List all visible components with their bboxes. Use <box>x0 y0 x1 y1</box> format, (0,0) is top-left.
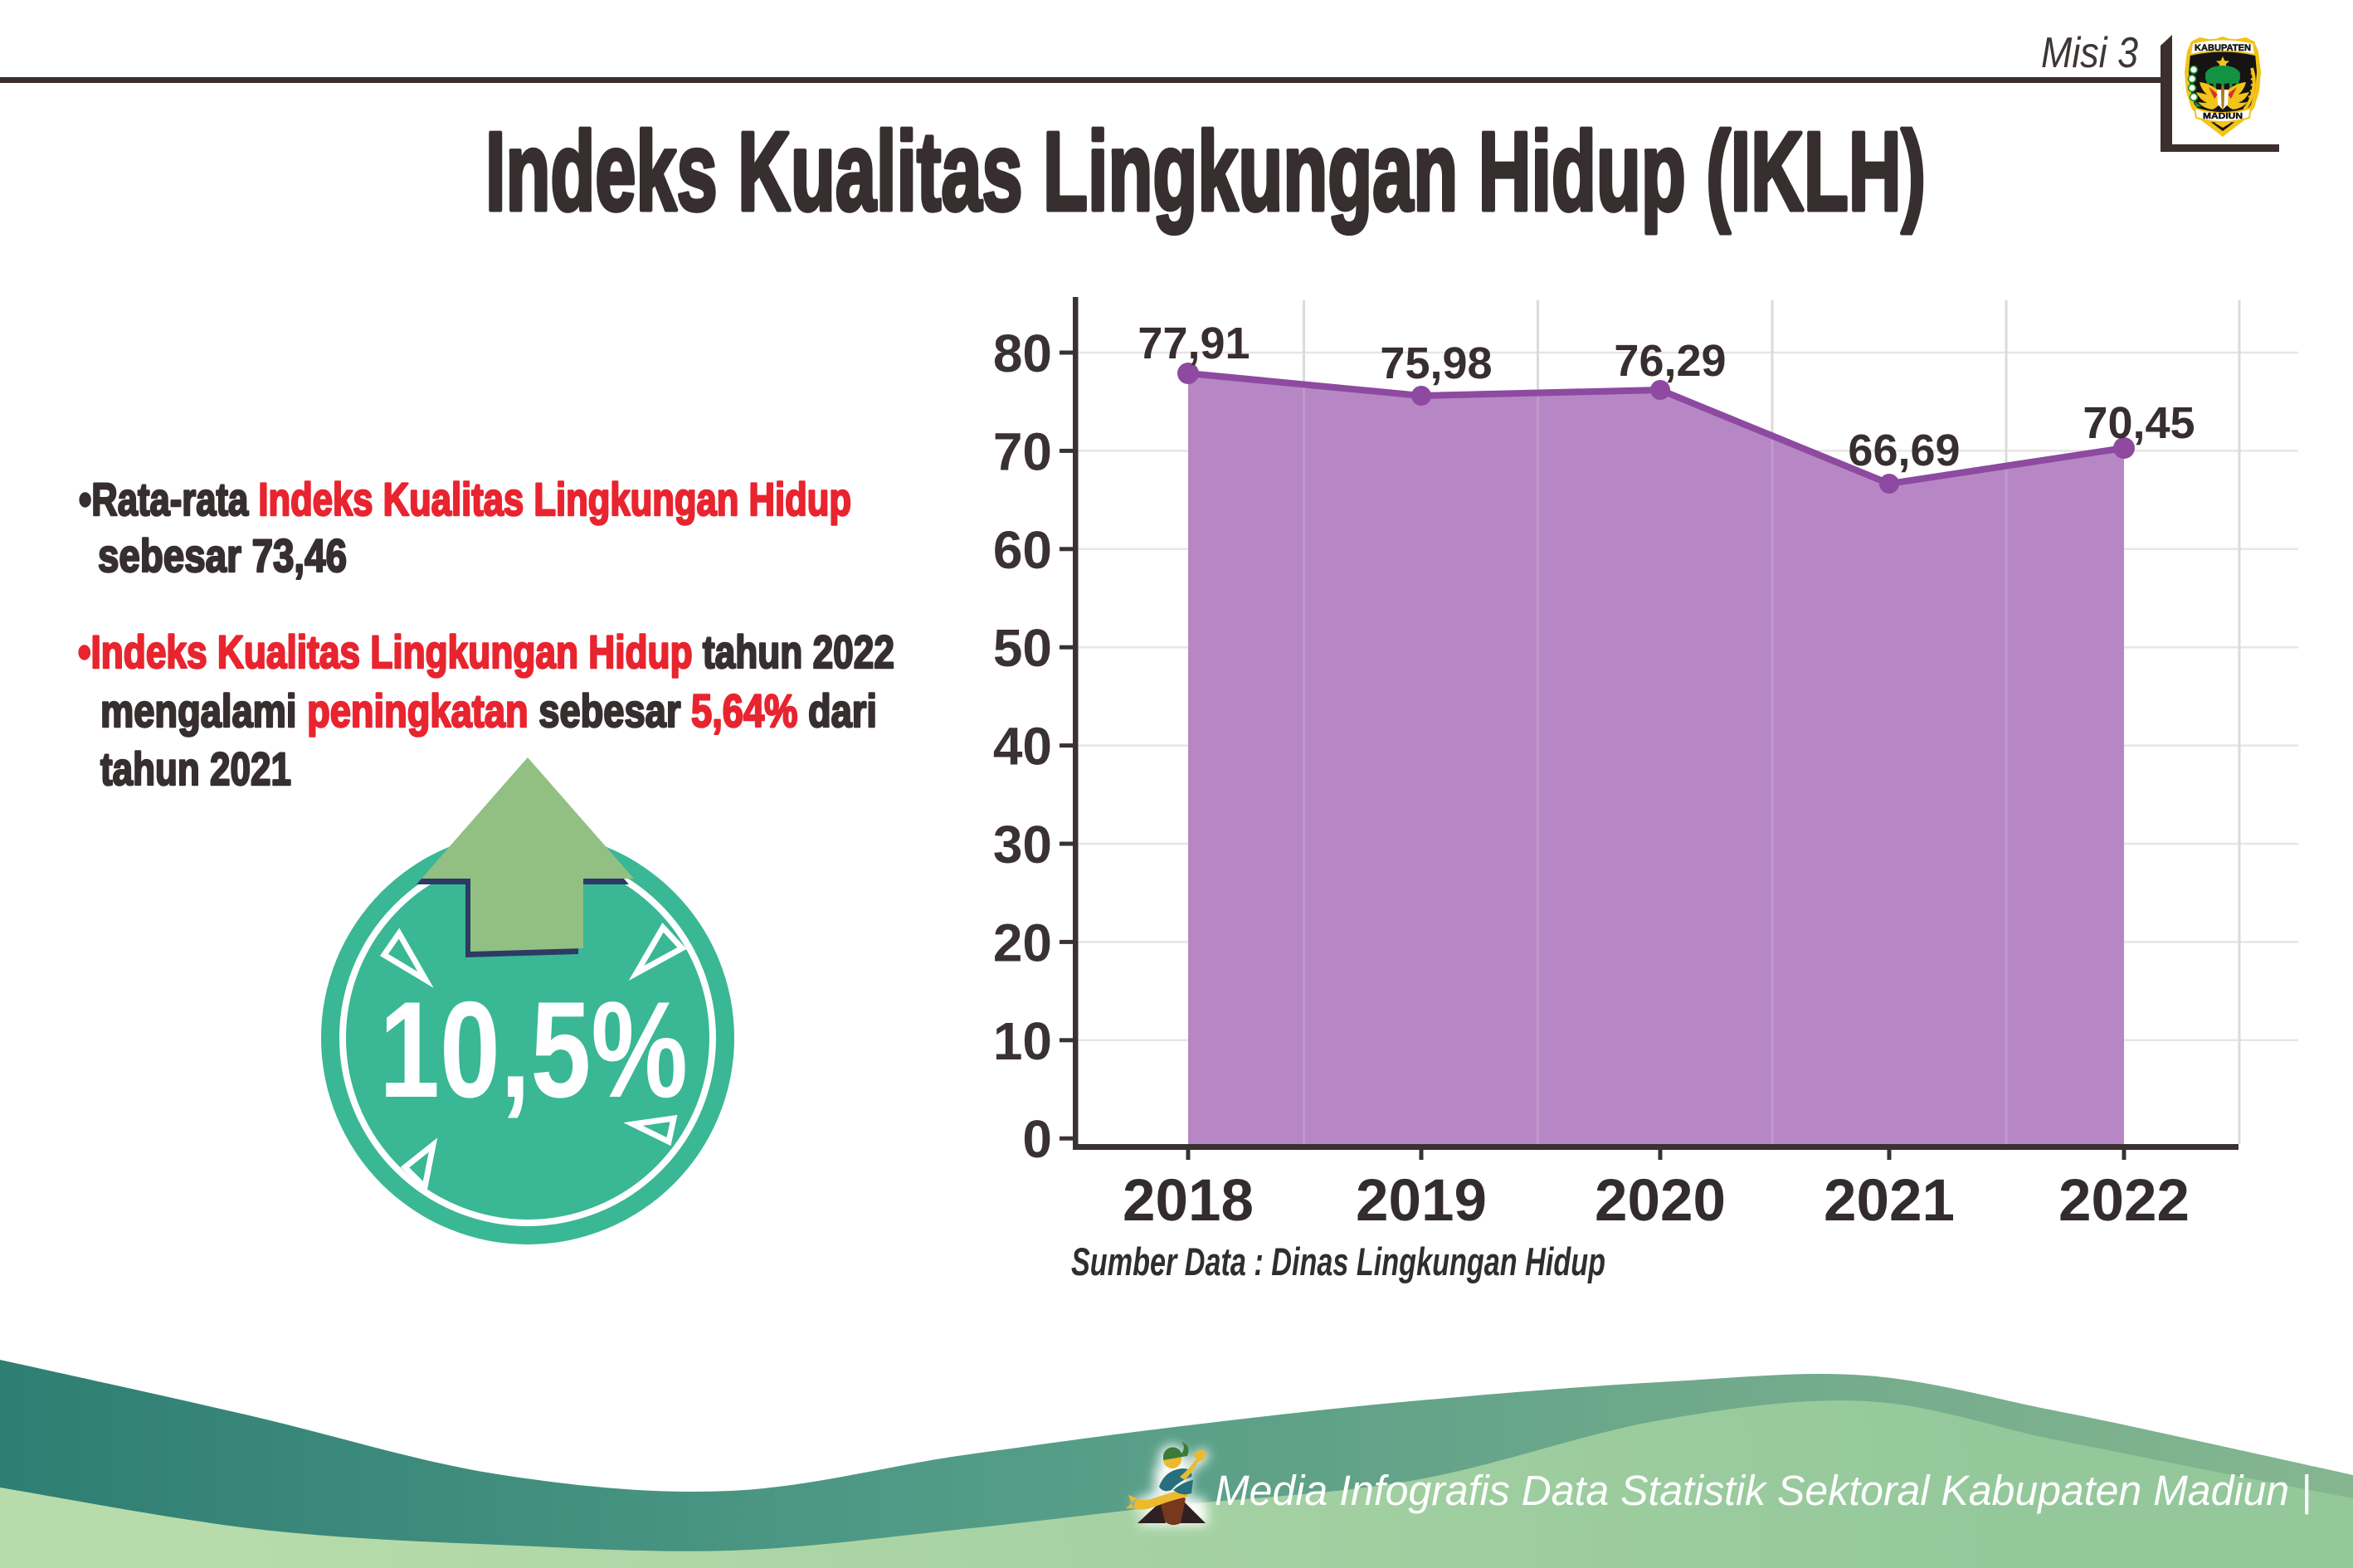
svg-text:75,98: 75,98 <box>1380 338 1492 388</box>
svg-text:70,45: 70,45 <box>2083 398 2195 448</box>
svg-text:80: 80 <box>993 324 1052 383</box>
svg-text:MADIUN: MADIUN <box>2203 112 2243 121</box>
svg-text:2020: 2020 <box>1595 1168 1726 1234</box>
svg-text:Indeks Kualitas Lingkungan Hid: Indeks Kualitas Lingkungan Hidup (IKLH) <box>485 109 1926 234</box>
svg-text:0: 0 <box>1022 1109 1052 1169</box>
svg-text:20: 20 <box>993 913 1052 972</box>
svg-text:30: 30 <box>993 815 1052 874</box>
svg-text:KABUPATEN: KABUPATEN <box>2195 43 2251 53</box>
svg-text:sebesar 73,46: sebesar 73,46 <box>98 529 347 582</box>
svg-text:•Indeks Kualitas Lingkungan Hi: •Indeks Kualitas Lingkungan Hidup tahun … <box>78 626 894 678</box>
svg-text:76,29: 76,29 <box>1614 336 1726 386</box>
svg-text:•Rata-rata Indeks Kualitas Lin: •Rata-rata Indeks Kualitas Lingkungan Hi… <box>79 473 851 525</box>
svg-text:tahun 2021: tahun 2021 <box>100 743 291 795</box>
svg-text:77,91: 77,91 <box>1138 319 1250 368</box>
svg-text:40: 40 <box>993 717 1052 777</box>
svg-text:66,69: 66,69 <box>1848 426 1960 475</box>
svg-text:70: 70 <box>993 421 1052 481</box>
svg-text:10: 10 <box>993 1011 1052 1071</box>
svg-text:2021: 2021 <box>1824 1168 1955 1234</box>
svg-text:mengalami peningkatan sebesar: mengalami peningkatan sebesar 5,64% dari <box>100 684 877 737</box>
svg-text:2018: 2018 <box>1123 1168 1254 1234</box>
svg-text:2019: 2019 <box>1356 1168 1487 1234</box>
svg-text:60: 60 <box>993 520 1052 580</box>
svg-text:Sumber Data : Dinas Lingkungan: Sumber Data : Dinas Lingkungan Hidup <box>1071 1239 1605 1283</box>
svg-text:2022: 2022 <box>2058 1168 2190 1234</box>
svg-text:10,5%: 10,5% <box>379 973 688 1126</box>
svg-text:Media Infografis Data Statisti: Media Infografis Data Statistik Sektoral… <box>1215 1467 2312 1514</box>
svg-text:50: 50 <box>993 618 1052 678</box>
svg-text:Misi 3: Misi 3 <box>2041 29 2138 77</box>
